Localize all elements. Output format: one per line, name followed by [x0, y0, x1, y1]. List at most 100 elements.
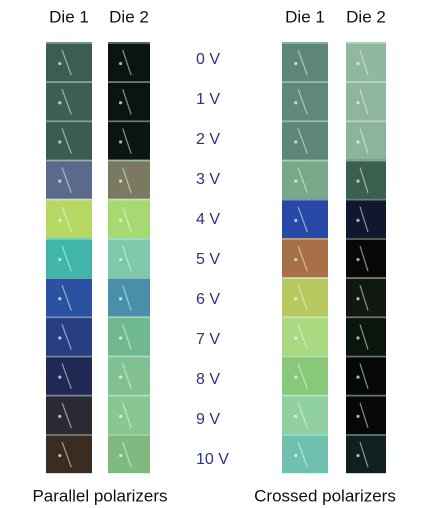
strip-cell — [282, 160, 328, 199]
strip-cell — [282, 81, 328, 120]
voltage-label: 9 V — [196, 411, 220, 428]
strip-cell — [108, 356, 150, 395]
strip-cell — [346, 238, 386, 277]
voltage-labels: 0 V 1 V 2 V 3 V 4 V 5 V 6 V 7 V 8 V 9 V 10 V — [196, 51, 229, 468]
dot — [119, 101, 122, 104]
strip-cell — [46, 395, 92, 434]
voltage-label: 6 V — [196, 291, 220, 308]
strip-cell — [282, 199, 328, 238]
caption: Crossed polarizers — [254, 486, 396, 505]
caption: Parallel polarizers — [32, 486, 167, 505]
voltage-label: 4 V — [196, 211, 220, 228]
dot — [356, 101, 359, 104]
dot — [119, 454, 122, 457]
strip-cell — [46, 238, 92, 277]
dot — [294, 180, 297, 183]
dot — [58, 454, 61, 457]
dot — [356, 62, 359, 65]
strip-cell — [108, 120, 150, 159]
strip-cell — [346, 42, 386, 81]
dot — [58, 62, 61, 65]
dot — [119, 180, 122, 183]
dot — [356, 297, 359, 300]
dot — [119, 258, 122, 261]
strip-cell — [46, 434, 92, 473]
dot — [58, 336, 61, 339]
strip-cell — [346, 395, 386, 434]
strip-cell — [346, 120, 386, 159]
voltage-label: 10 V — [196, 451, 229, 468]
strip-cell — [108, 277, 150, 316]
strip-cell — [108, 434, 150, 473]
strip-cell — [108, 395, 150, 434]
dot — [294, 454, 297, 457]
column-header: Die 1 — [285, 7, 325, 26]
dot — [119, 62, 122, 65]
strip-cell — [282, 356, 328, 395]
strip-cell — [46, 277, 92, 316]
dot — [356, 180, 359, 183]
dot — [294, 140, 297, 143]
strip-cell — [346, 160, 386, 199]
voltage-label: 8 V — [196, 371, 220, 388]
strip-cell — [108, 42, 150, 81]
strip-cell — [346, 199, 386, 238]
voltage-label: 1 V — [196, 91, 220, 108]
dot — [356, 219, 359, 222]
strip-cell — [346, 434, 386, 473]
dot — [294, 219, 297, 222]
column-header: Die 2 — [109, 7, 149, 26]
dot — [294, 297, 297, 300]
strip-cell — [46, 120, 92, 159]
voltage-label: 7 V — [196, 331, 220, 348]
figure: Die 1 Die 2 Die 1 Die 2 0 V1 V2 V3 V4 V5… — [0, 0, 422, 508]
strip-cell — [282, 120, 328, 159]
dot — [119, 219, 122, 222]
dot — [119, 376, 122, 379]
strip-cell — [108, 81, 150, 120]
strip-cell — [346, 316, 386, 355]
dot — [119, 140, 122, 143]
dot — [356, 415, 359, 418]
dot — [356, 258, 359, 261]
dot — [119, 415, 122, 418]
strip-cell — [108, 238, 150, 277]
strip-cell — [282, 316, 328, 355]
strip-cell — [108, 160, 150, 199]
strip-cell — [46, 160, 92, 199]
strip-cell — [282, 434, 328, 473]
dot — [294, 376, 297, 379]
voltage-label: 0 V — [196, 51, 220, 68]
dot — [356, 336, 359, 339]
strip-cell — [46, 316, 92, 355]
dot — [58, 258, 61, 261]
strip-cell — [46, 81, 92, 120]
strip-cell — [108, 316, 150, 355]
dot — [58, 376, 61, 379]
dot — [58, 140, 61, 143]
strip-cell — [346, 277, 386, 316]
dot — [356, 140, 359, 143]
voltage-label: 3 V — [196, 171, 220, 188]
strip-cell — [46, 42, 92, 81]
strip-cell — [282, 42, 328, 81]
strip-cell — [282, 395, 328, 434]
dot — [119, 336, 122, 339]
voltage-label: 5 V — [196, 251, 220, 268]
strip-cell — [108, 199, 150, 238]
dot — [356, 376, 359, 379]
dot — [119, 297, 122, 300]
strip-cell — [346, 356, 386, 395]
dot — [58, 219, 61, 222]
dot — [294, 336, 297, 339]
strip-cell — [282, 277, 328, 316]
dot — [58, 180, 61, 183]
dot — [58, 297, 61, 300]
dot — [58, 101, 61, 104]
voltage-label: 2 V — [196, 131, 220, 148]
dot — [294, 258, 297, 261]
strip-cell — [46, 356, 92, 395]
column-header: Die 1 — [49, 7, 89, 26]
dot — [294, 415, 297, 418]
strip-cell — [282, 238, 328, 277]
